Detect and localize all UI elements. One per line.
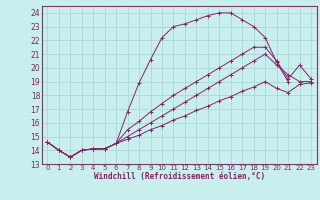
X-axis label: Windchill (Refroidissement éolien,°C): Windchill (Refroidissement éolien,°C) (94, 172, 265, 181)
